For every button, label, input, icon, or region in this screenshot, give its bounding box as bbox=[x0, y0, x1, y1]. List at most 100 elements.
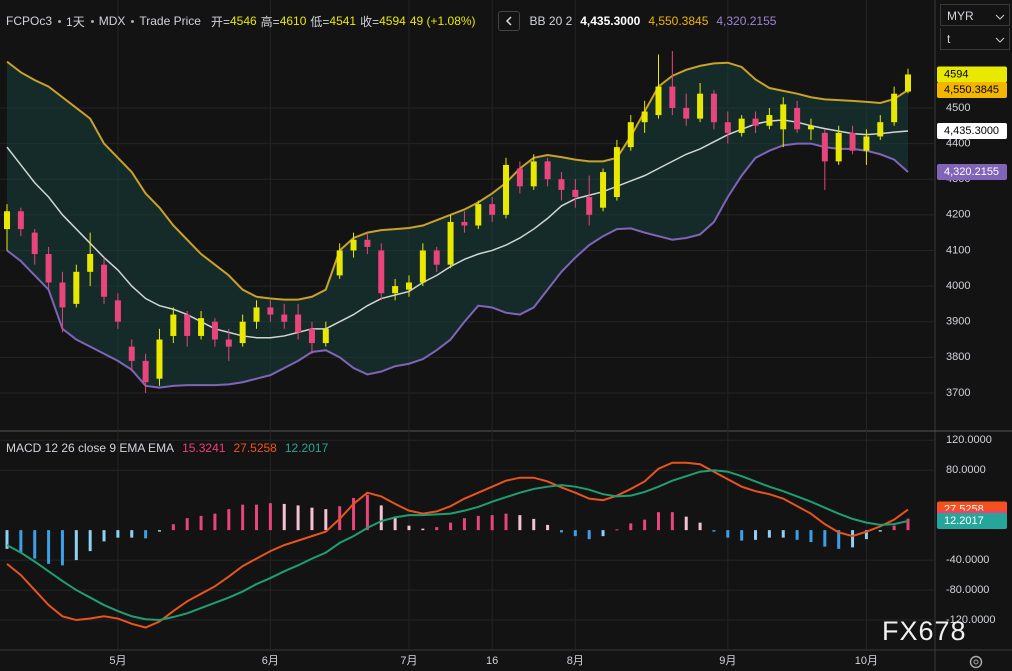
macd-header: MACD 12 26 close 9 EMA EMA 15.3241 27.52… bbox=[6, 441, 332, 455]
histogram-bar bbox=[546, 524, 550, 531]
y-tick-label: -40.0000 bbox=[946, 554, 989, 566]
unit-select[interactable]: t bbox=[940, 28, 1010, 50]
histogram-bar bbox=[601, 530, 605, 537]
ohlc-value: 4610 bbox=[279, 14, 307, 28]
y-tick-label: 4400 bbox=[946, 137, 970, 149]
candle-body bbox=[572, 189, 579, 198]
x-tick-label: 8月 bbox=[567, 655, 584, 667]
candle-body bbox=[59, 282, 66, 308]
candle-body bbox=[683, 107, 690, 119]
symbol[interactable]: FCPOc3 bbox=[6, 14, 53, 28]
ohlc-value: 4541 bbox=[329, 14, 357, 28]
y-tick-label: 3700 bbox=[946, 387, 970, 399]
currency-select[interactable]: MYR bbox=[940, 4, 1010, 26]
histogram-bar bbox=[532, 518, 536, 531]
settings-icon[interactable] bbox=[968, 654, 984, 670]
histogram-bar bbox=[615, 529, 619, 531]
indicator-name[interactable]: BB 20 2 bbox=[529, 14, 573, 28]
histogram-bar bbox=[255, 504, 259, 531]
y-tick-label: 120.0000 bbox=[946, 434, 992, 446]
histogram-bar bbox=[88, 530, 92, 552]
candle-body bbox=[849, 132, 856, 151]
y-tick-label: 3900 bbox=[946, 316, 970, 328]
histogram-bar bbox=[213, 513, 217, 531]
candle-body bbox=[738, 118, 745, 133]
bb-upper bbox=[6, 60, 909, 301]
histogram-bar bbox=[449, 522, 453, 531]
histogram-bar bbox=[559, 530, 563, 533]
candle-body bbox=[475, 204, 482, 226]
histogram-bar bbox=[587, 530, 591, 540]
candle-body bbox=[516, 168, 523, 187]
histogram-bar bbox=[102, 530, 106, 542]
histogram-bar bbox=[296, 505, 300, 531]
unit: t bbox=[947, 32, 951, 46]
histogram-bar bbox=[740, 530, 744, 541]
histogram-bar bbox=[310, 507, 314, 531]
candle-body bbox=[170, 314, 177, 336]
candle-body bbox=[586, 197, 593, 215]
histogram-bar bbox=[726, 530, 730, 538]
histogram-bar bbox=[421, 528, 425, 531]
price-label: 27.5258 bbox=[944, 503, 984, 515]
candle-body bbox=[295, 314, 302, 333]
histogram-bar bbox=[754, 530, 758, 540]
candle-body bbox=[142, 360, 149, 383]
candle-body bbox=[669, 86, 676, 108]
candle-body bbox=[239, 321, 246, 344]
histogram-bar bbox=[851, 530, 855, 548]
x-tick-label: 10月 bbox=[855, 655, 878, 667]
ohlc-value: 4546 bbox=[229, 14, 257, 28]
histogram-bar bbox=[324, 509, 328, 531]
histogram-bar bbox=[795, 530, 799, 540]
ohlc-label: 高= bbox=[260, 14, 280, 29]
macd-line bbox=[6, 461, 909, 629]
candle-body bbox=[73, 271, 80, 304]
candle-body bbox=[724, 122, 731, 133]
candle-body bbox=[336, 250, 343, 276]
histogram-bar bbox=[504, 513, 508, 531]
y-tick-label: -80.0000 bbox=[946, 584, 989, 596]
candle-body bbox=[114, 300, 121, 322]
price-label: 12.2017 bbox=[944, 515, 984, 527]
candle-body bbox=[807, 125, 814, 130]
histogram-bar bbox=[33, 530, 37, 559]
ohlc-label: 低= bbox=[310, 14, 330, 29]
interval[interactable]: 1天 bbox=[66, 14, 85, 29]
price-label-box bbox=[937, 163, 1007, 180]
x-tick-label: 7月 bbox=[400, 655, 417, 667]
candle-body bbox=[225, 339, 232, 347]
candle-body bbox=[184, 314, 191, 336]
bb-upper-value: 4,550.3845 bbox=[648, 14, 709, 28]
candle-body bbox=[128, 346, 135, 361]
price-label-box bbox=[937, 512, 1007, 529]
candle-body bbox=[419, 250, 426, 283]
histogram-bar bbox=[144, 530, 148, 539]
candle-body bbox=[364, 239, 371, 247]
histogram-bar bbox=[60, 530, 64, 566]
histogram-bar bbox=[476, 515, 480, 531]
macd-title[interactable]: MACD 12 26 close 9 EMA EMA bbox=[6, 441, 175, 455]
histogram-bar bbox=[130, 530, 134, 538]
candle-body bbox=[613, 147, 620, 198]
candle-body bbox=[17, 211, 24, 230]
source: Trade Price bbox=[139, 14, 201, 28]
candle-body bbox=[780, 104, 787, 130]
histogram-bar bbox=[712, 530, 716, 532]
histogram-bar bbox=[47, 530, 51, 564]
candle-body bbox=[156, 339, 163, 379]
histogram-bar bbox=[19, 530, 23, 553]
candle-body bbox=[101, 264, 108, 297]
candle-body bbox=[350, 239, 357, 251]
y-tick-label: 3800 bbox=[946, 351, 970, 363]
candle-body bbox=[891, 93, 898, 123]
histogram-bar bbox=[241, 504, 245, 531]
histogram-bar bbox=[906, 518, 910, 531]
histogram-bar bbox=[74, 530, 78, 561]
collapse-button[interactable] bbox=[497, 11, 520, 31]
candle-body bbox=[31, 232, 38, 255]
candle-body bbox=[710, 93, 717, 123]
histogram-bar bbox=[878, 530, 882, 532]
bb-lower bbox=[6, 142, 909, 389]
